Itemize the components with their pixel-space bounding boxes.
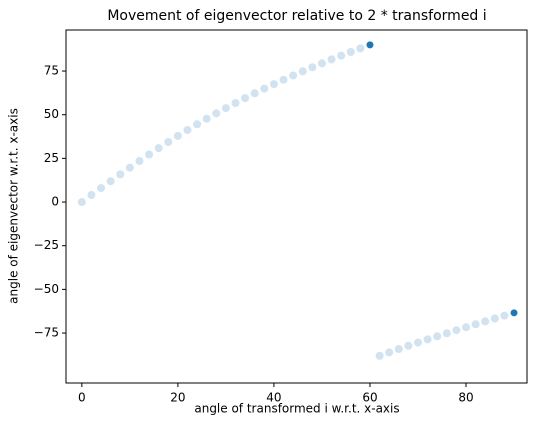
point xyxy=(164,137,173,146)
y-tick-label: −75 xyxy=(34,326,59,340)
point xyxy=(135,156,144,165)
point xyxy=(97,184,106,193)
point xyxy=(289,71,298,80)
point xyxy=(193,120,202,129)
point xyxy=(346,47,355,56)
point xyxy=(404,341,413,350)
point xyxy=(87,191,96,200)
y-tick-label: −50 xyxy=(34,282,59,296)
point xyxy=(269,80,278,89)
point xyxy=(500,311,509,320)
point xyxy=(481,317,490,326)
point xyxy=(337,51,346,60)
point xyxy=(202,114,211,123)
point xyxy=(250,89,259,98)
point xyxy=(317,59,326,68)
y-tick-label: 0 xyxy=(51,195,59,209)
point xyxy=(279,75,288,84)
point xyxy=(442,329,451,338)
point xyxy=(241,94,250,103)
point xyxy=(212,109,221,118)
point xyxy=(116,170,125,179)
point xyxy=(452,326,461,335)
x-tick-label: 60 xyxy=(362,391,377,405)
point xyxy=(413,338,422,347)
x-tick-label: 40 xyxy=(266,391,281,405)
point xyxy=(308,63,317,72)
point xyxy=(375,351,384,360)
point xyxy=(462,323,471,332)
point xyxy=(327,55,336,64)
point xyxy=(231,99,240,108)
y-tick-label: 25 xyxy=(44,151,59,165)
y-tick-label: 50 xyxy=(44,107,59,121)
x-axis-label: angle of transformed i w.r.t. x-axis xyxy=(194,402,399,416)
x-tick-label: 20 xyxy=(170,391,185,405)
chart-title: Movement of eigenvector relative to 2 * … xyxy=(107,8,486,24)
y-axis-label: angle of eigenvector w.r.t. x-axis xyxy=(7,108,21,304)
point xyxy=(394,345,403,354)
point xyxy=(356,44,365,53)
x-tick-label: 0 xyxy=(78,391,86,405)
point xyxy=(106,177,115,186)
y-tick-label: 75 xyxy=(44,64,59,78)
point xyxy=(471,320,480,329)
point xyxy=(145,150,154,159)
point xyxy=(77,198,86,207)
point xyxy=(385,348,394,357)
y-tick-label: −25 xyxy=(34,238,59,252)
point xyxy=(260,84,269,93)
point xyxy=(298,67,307,76)
point xyxy=(173,131,182,140)
point xyxy=(490,314,499,323)
plot-frame xyxy=(65,29,528,384)
point xyxy=(221,104,230,113)
x-tick-label: 80 xyxy=(458,391,473,405)
point xyxy=(423,335,432,344)
point xyxy=(510,309,518,317)
point xyxy=(125,163,134,172)
point xyxy=(433,332,442,341)
point xyxy=(154,144,163,153)
point xyxy=(366,41,374,49)
point xyxy=(183,125,192,134)
